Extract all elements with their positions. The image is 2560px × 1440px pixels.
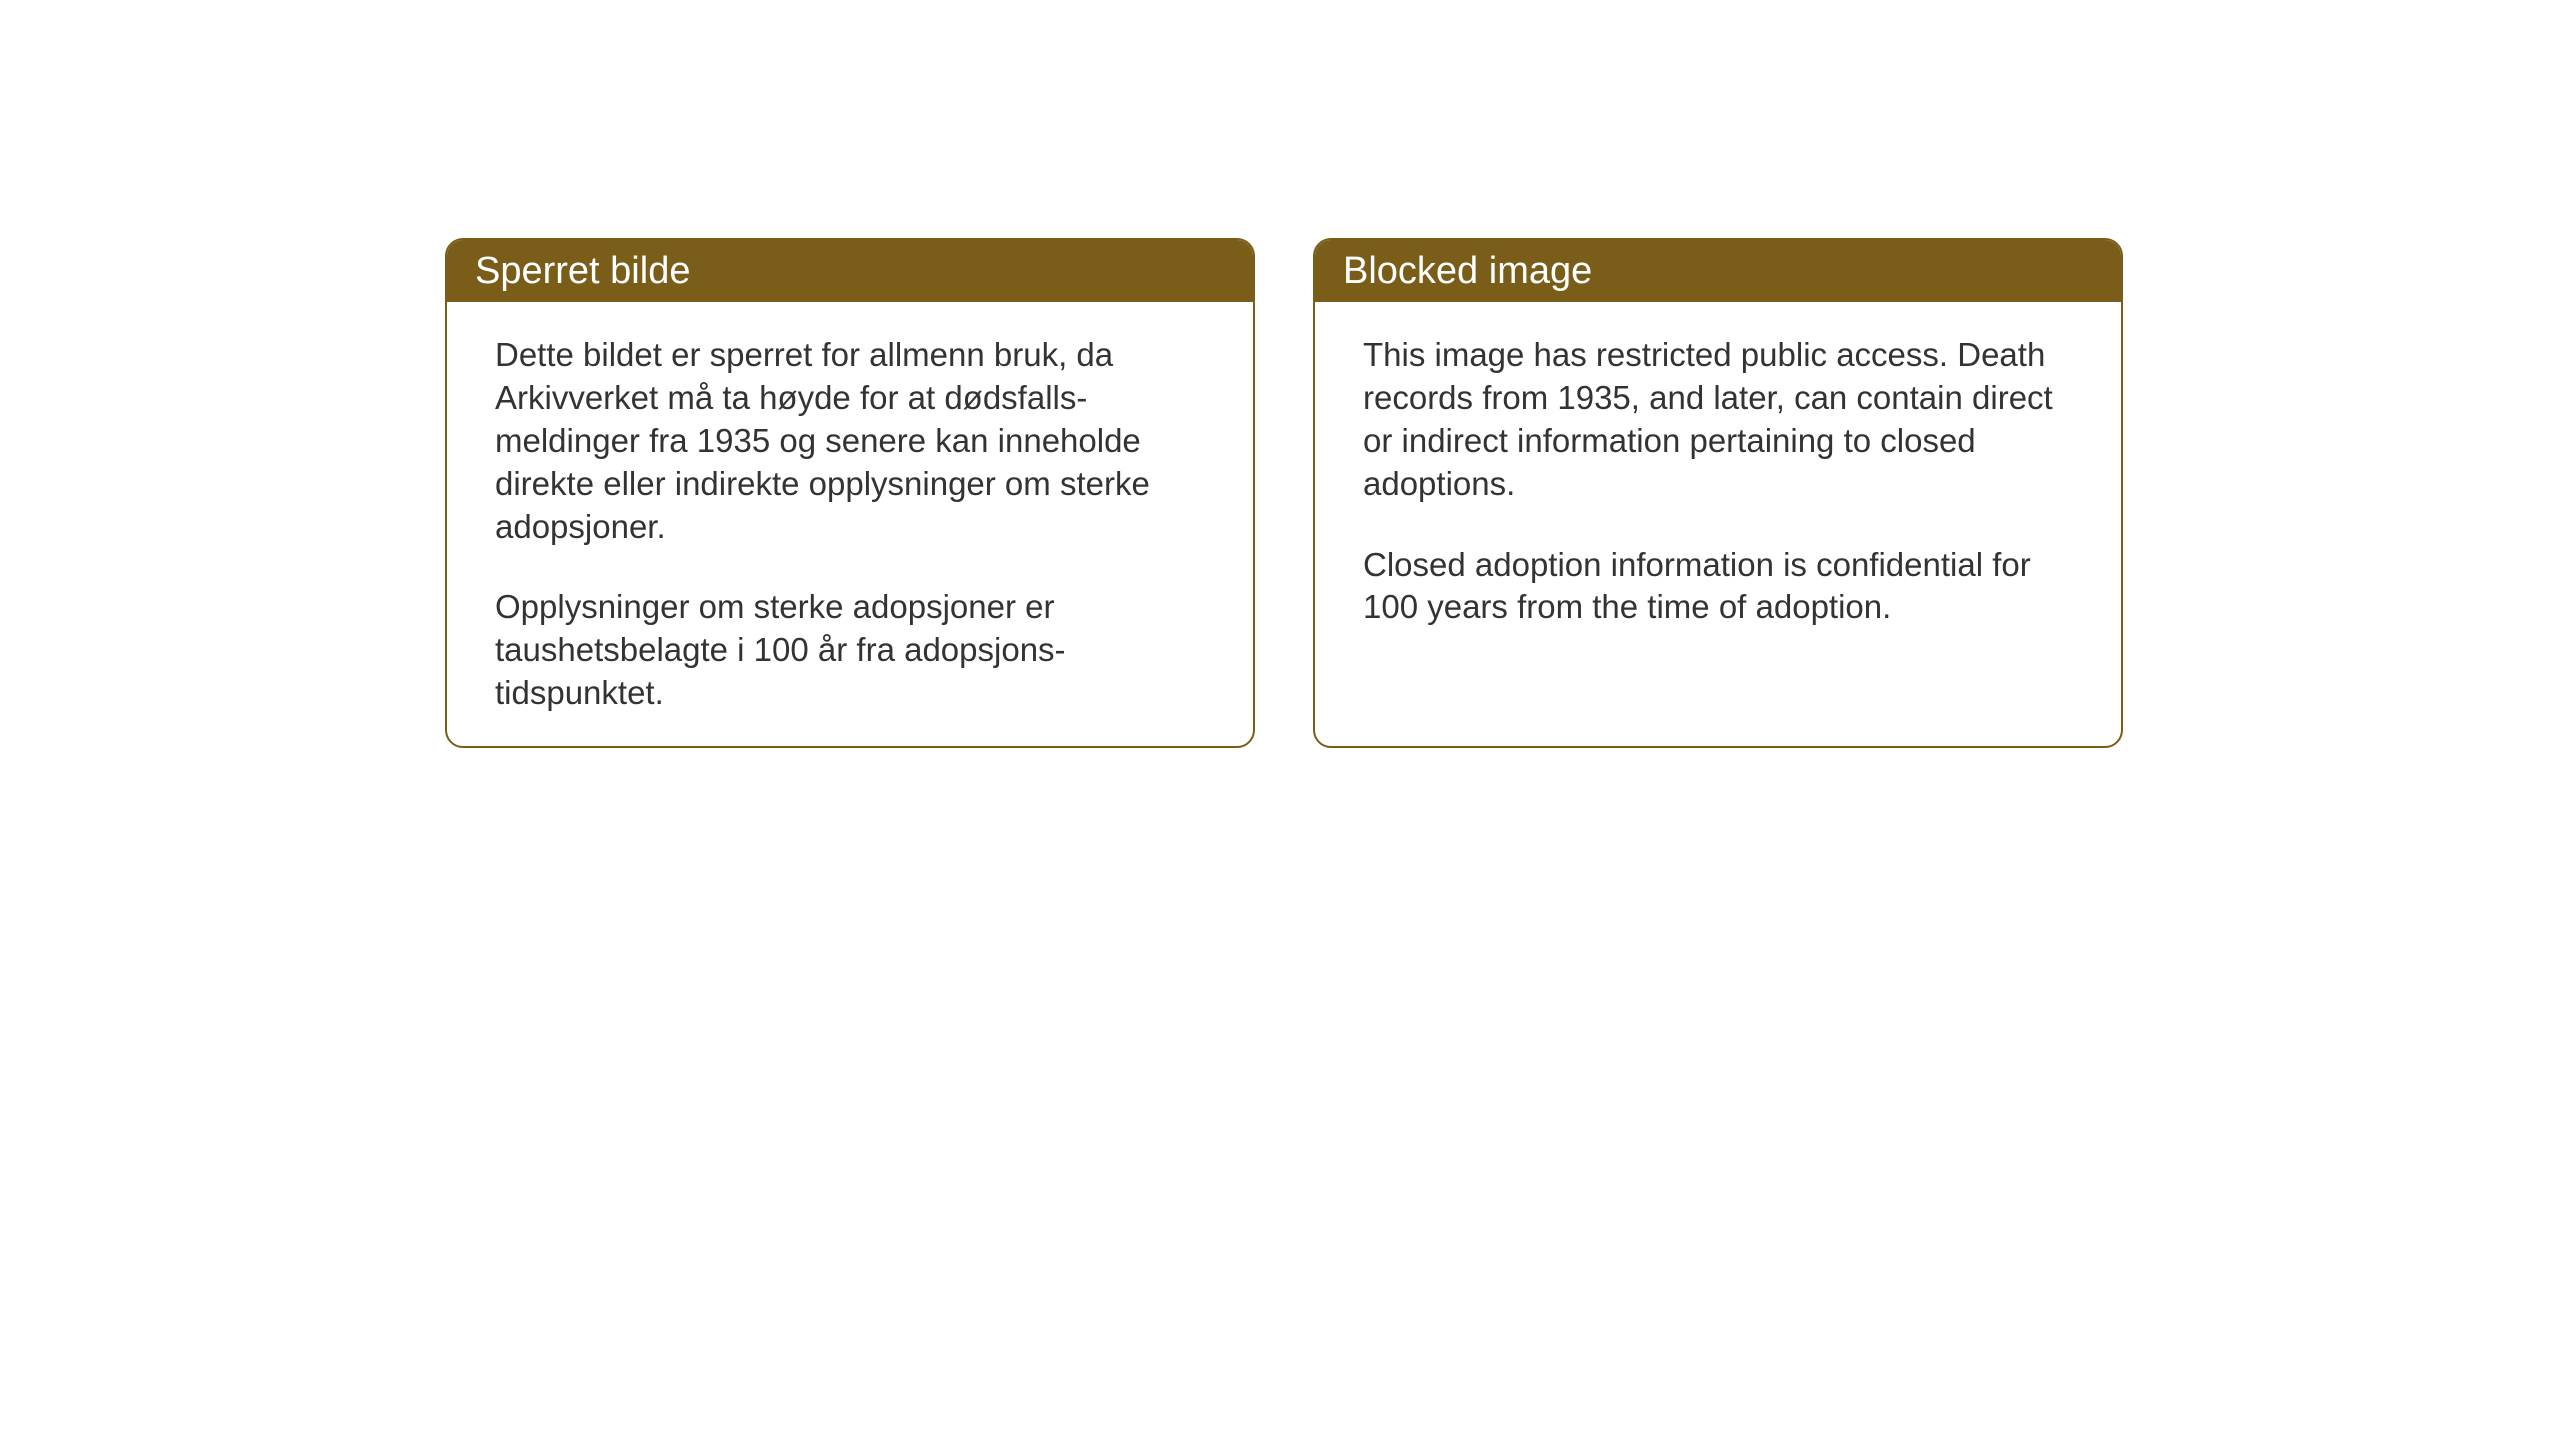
notice-header-english: Blocked image	[1315, 240, 2121, 302]
notice-paragraph-2-norwegian: Opplysninger om sterke adopsjoner er tau…	[495, 586, 1205, 715]
notice-header-norwegian: Sperret bilde	[447, 240, 1253, 302]
notice-body-english: This image has restricted public access.…	[1315, 302, 2121, 661]
notice-card-norwegian: Sperret bilde Dette bildet er sperret fo…	[445, 238, 1255, 748]
notice-paragraph-2-english: Closed adoption information is confident…	[1363, 544, 2073, 630]
notice-container: Sperret bilde Dette bildet er sperret fo…	[445, 238, 2123, 748]
notice-body-norwegian: Dette bildet er sperret for allmenn bruk…	[447, 302, 1253, 747]
notice-paragraph-1-english: This image has restricted public access.…	[1363, 334, 2073, 506]
notice-card-english: Blocked image This image has restricted …	[1313, 238, 2123, 748]
notice-title-norwegian: Sperret bilde	[475, 250, 690, 293]
notice-title-english: Blocked image	[1343, 250, 1592, 293]
notice-paragraph-1-norwegian: Dette bildet er sperret for allmenn bruk…	[495, 334, 1205, 548]
